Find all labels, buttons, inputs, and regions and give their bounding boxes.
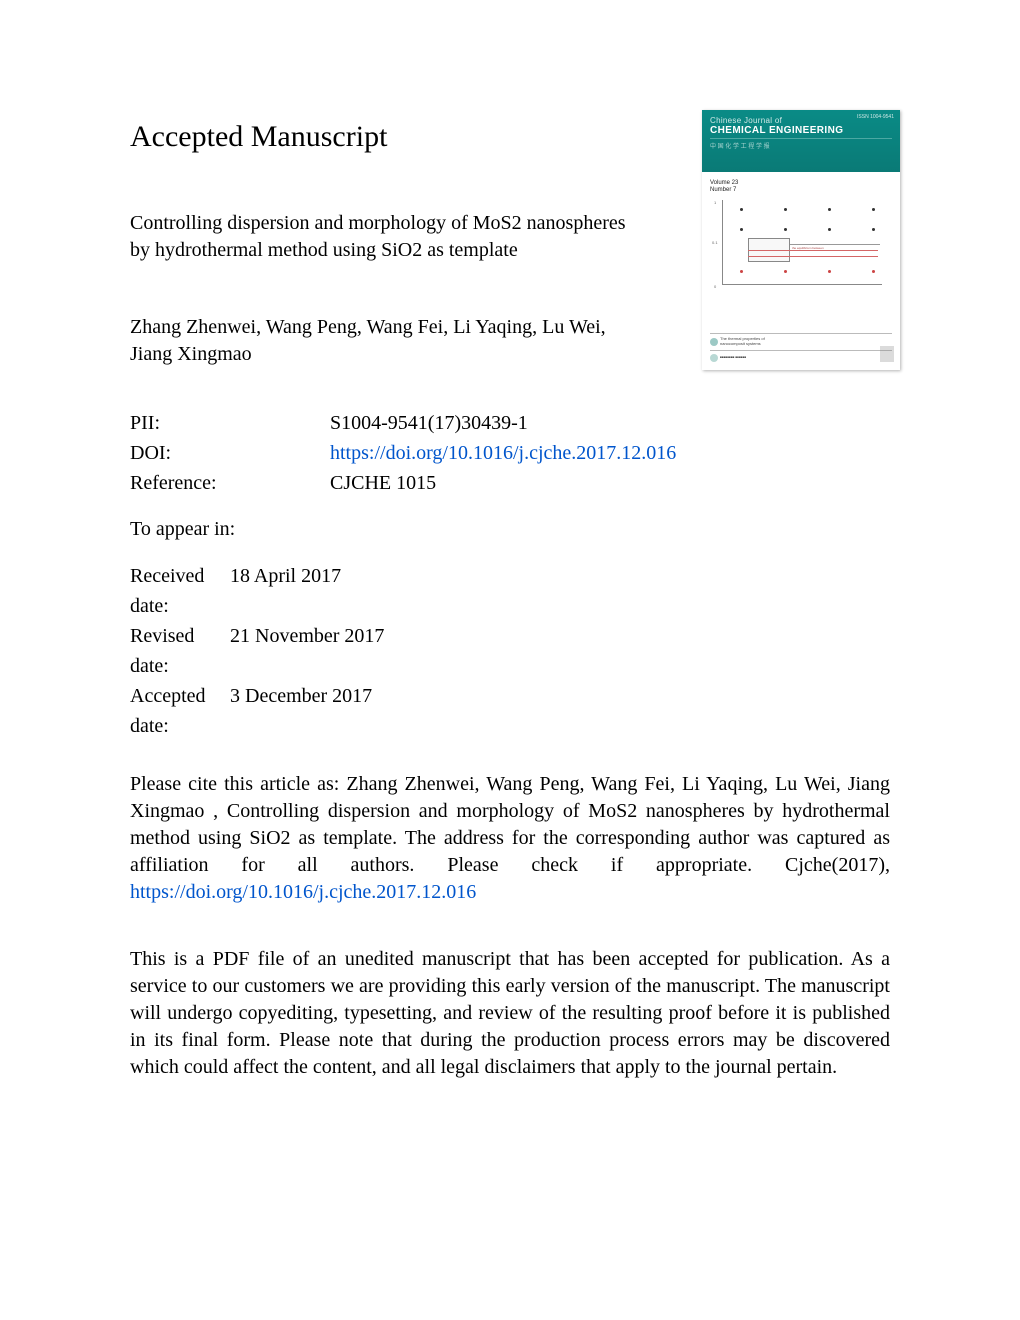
dates-table: Received date: 18 April 2017 Revised dat… (130, 561, 890, 741)
authors: Zhang Zhenwei, Wang Peng, Wang Fei, Li Y… (130, 314, 640, 368)
citation-doi-link[interactable]: https://doi.org/10.1016/j.cjche.2017.12.… (130, 881, 476, 903)
disclaimer-paragraph: This is a PDF file of an unedited manusc… (130, 946, 890, 1081)
cover-chinese-subtitle: 中 国 化 学 工 程 学 报 (710, 141, 892, 150)
cover-volume: Volume 23 Number 7 (710, 180, 892, 194)
doi-label: DOI: (130, 438, 330, 468)
cover-chart: 1 0.1 0 the equilibrium between (722, 200, 890, 295)
cover-header: ISSN 1004-9541 Chinese Journal of CHEMIC… (702, 110, 900, 172)
revised-row: Revised date: 21 November 2017 (130, 621, 890, 681)
revised-label: Revised date: (130, 621, 230, 681)
cover-issn: ISSN 1004-9541 (857, 114, 894, 120)
accepted-label: Accepted date: (130, 681, 230, 741)
cover-journal-name: CHEMICAL ENGINEERING (710, 125, 892, 139)
citation-paragraph: Please cite this article as: Zhang Zhenw… (130, 771, 890, 906)
citation-text: Please cite this article as: Zhang Zhenw… (130, 773, 890, 876)
accepted-row: Accepted date: 3 December 2017 (130, 681, 890, 741)
pii-row: PII: S1004-9541(17)30439-1 (130, 408, 890, 438)
article-title: Controlling dispersion and morphology of… (130, 210, 640, 264)
elsevier-logo-icon (880, 346, 894, 362)
received-value: 18 April 2017 (230, 561, 341, 621)
accepted-value: 3 December 2017 (230, 681, 372, 741)
to-appear-in: To appear in: (130, 518, 890, 541)
cover-footer: The thermal properties ofnanocomposit sy… (710, 330, 892, 364)
pii-label: PII: (130, 408, 330, 438)
reference-row: Reference: CJCHE 1015 (130, 468, 890, 498)
metadata-table: PII: S1004-9541(17)30439-1 DOI: https://… (130, 408, 890, 498)
cover-body: Volume 23 Number 7 1 0.1 0 the equ (702, 172, 900, 370)
journal-cover-thumbnail: ISSN 1004-9541 Chinese Journal of CHEMIC… (702, 110, 900, 370)
doi-row: DOI: https://doi.org/10.1016/j.cjche.201… (130, 438, 890, 468)
received-label: Received date: (130, 561, 230, 621)
revised-value: 21 November 2017 (230, 621, 384, 681)
doi-link[interactable]: https://doi.org/10.1016/j.cjche.2017.12.… (330, 438, 676, 468)
pii-value: S1004-9541(17)30439-1 (330, 408, 528, 438)
reference-value: CJCHE 1015 (330, 468, 436, 498)
reference-label: Reference: (130, 468, 330, 498)
received-row: Received date: 18 April 2017 (130, 561, 890, 621)
